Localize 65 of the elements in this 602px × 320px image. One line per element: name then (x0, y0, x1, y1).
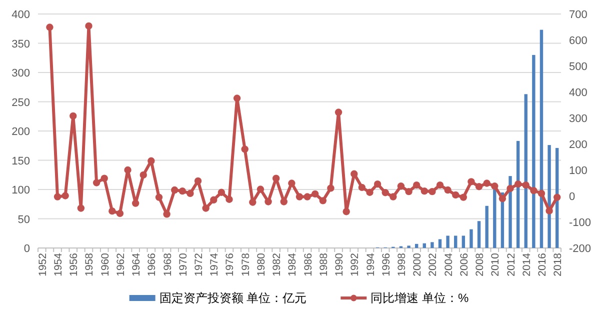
y-tick-label: 250 (12, 96, 30, 109)
x-tick-label: 1972 (193, 252, 206, 276)
y2-tick-label: 0 (569, 191, 576, 203)
x-tick-label: 2008 (474, 252, 486, 276)
y2-tick-label: -100 (569, 217, 592, 229)
x-tick-label: 2010 (490, 252, 502, 276)
x-tick-label: 1962 (114, 252, 127, 276)
x-tick-label: 2004 (442, 252, 455, 276)
bar (477, 221, 481, 248)
x-tick-label: 1992 (349, 252, 362, 276)
legend-label: 固定资产投资额 单位：亿元 (159, 291, 307, 305)
x-tick-label: 1968 (162, 252, 174, 276)
bar (446, 236, 450, 248)
x-tick-label: 2006 (458, 252, 470, 276)
bar (454, 236, 458, 248)
y-tick-label: 200 (12, 126, 30, 138)
x-tick-label: 1956 (68, 252, 80, 276)
x-tick-label: 1966 (146, 252, 158, 276)
y-tick-label: 50 (18, 214, 30, 226)
x-tick-label: 1996 (380, 252, 392, 276)
y2-tick-label: 300 (569, 113, 588, 125)
x-tick-label: 1980 (255, 252, 268, 276)
y2-tick-label: 500 (569, 61, 588, 73)
bar (485, 206, 488, 248)
x-tick-label: 1952 (36, 252, 49, 276)
y-tick-label: 300 (12, 68, 30, 80)
y2-tick-label: 200 (569, 139, 588, 151)
x-tick-label: 1984 (286, 252, 299, 276)
x-tick-label: 2012 (505, 252, 518, 276)
x-tick-label: 2000 (412, 252, 424, 276)
x-tick-label: 1958 (84, 252, 96, 276)
y2-tick-label: 700 (569, 9, 588, 21)
y-tick-label: 350 (12, 38, 30, 50)
x-tick-label: 2002 (427, 252, 440, 276)
bar (470, 229, 473, 248)
x-tick-label: 1982 (271, 252, 284, 276)
x-tick-label: 1988 (318, 252, 330, 276)
y2-tick-label: 400 (569, 87, 588, 99)
x-tick-label: 1964 (130, 252, 143, 276)
y-tick-label: 150 (12, 155, 30, 168)
legend-label: 同比增速 单位：% (370, 291, 469, 305)
bar (438, 239, 442, 248)
bar (462, 236, 466, 248)
x-tick-label: 1954 (52, 252, 65, 276)
x-tick-label: 1974 (208, 252, 221, 276)
bar (414, 244, 418, 248)
x-tick-label: 2014 (520, 252, 533, 276)
x-tick-label: 1970 (177, 252, 190, 276)
y2-tick-label: 600 (569, 35, 588, 47)
x-tick-label: 2018 (552, 252, 564, 276)
y-tick-label: 0 (24, 243, 30, 255)
x-tick-label: 2016 (536, 252, 548, 276)
x-tick-label: 1960 (99, 252, 112, 276)
x-tick-label: 1986 (302, 252, 314, 276)
x-tick-label: 1998 (396, 252, 408, 276)
y2-tick-label: -200 (569, 243, 592, 255)
x-tick-label: 1994 (364, 252, 377, 276)
y-tick-label: 100 (12, 184, 30, 196)
y-tick-label: 400 (12, 9, 30, 21)
x-tick-label: 1978 (240, 252, 252, 276)
x-tick-label: 1990 (334, 252, 346, 276)
bar (422, 243, 426, 248)
bar (430, 242, 434, 248)
x-tick-label: 1976 (224, 252, 236, 276)
y2-tick-label: 100 (569, 165, 588, 177)
